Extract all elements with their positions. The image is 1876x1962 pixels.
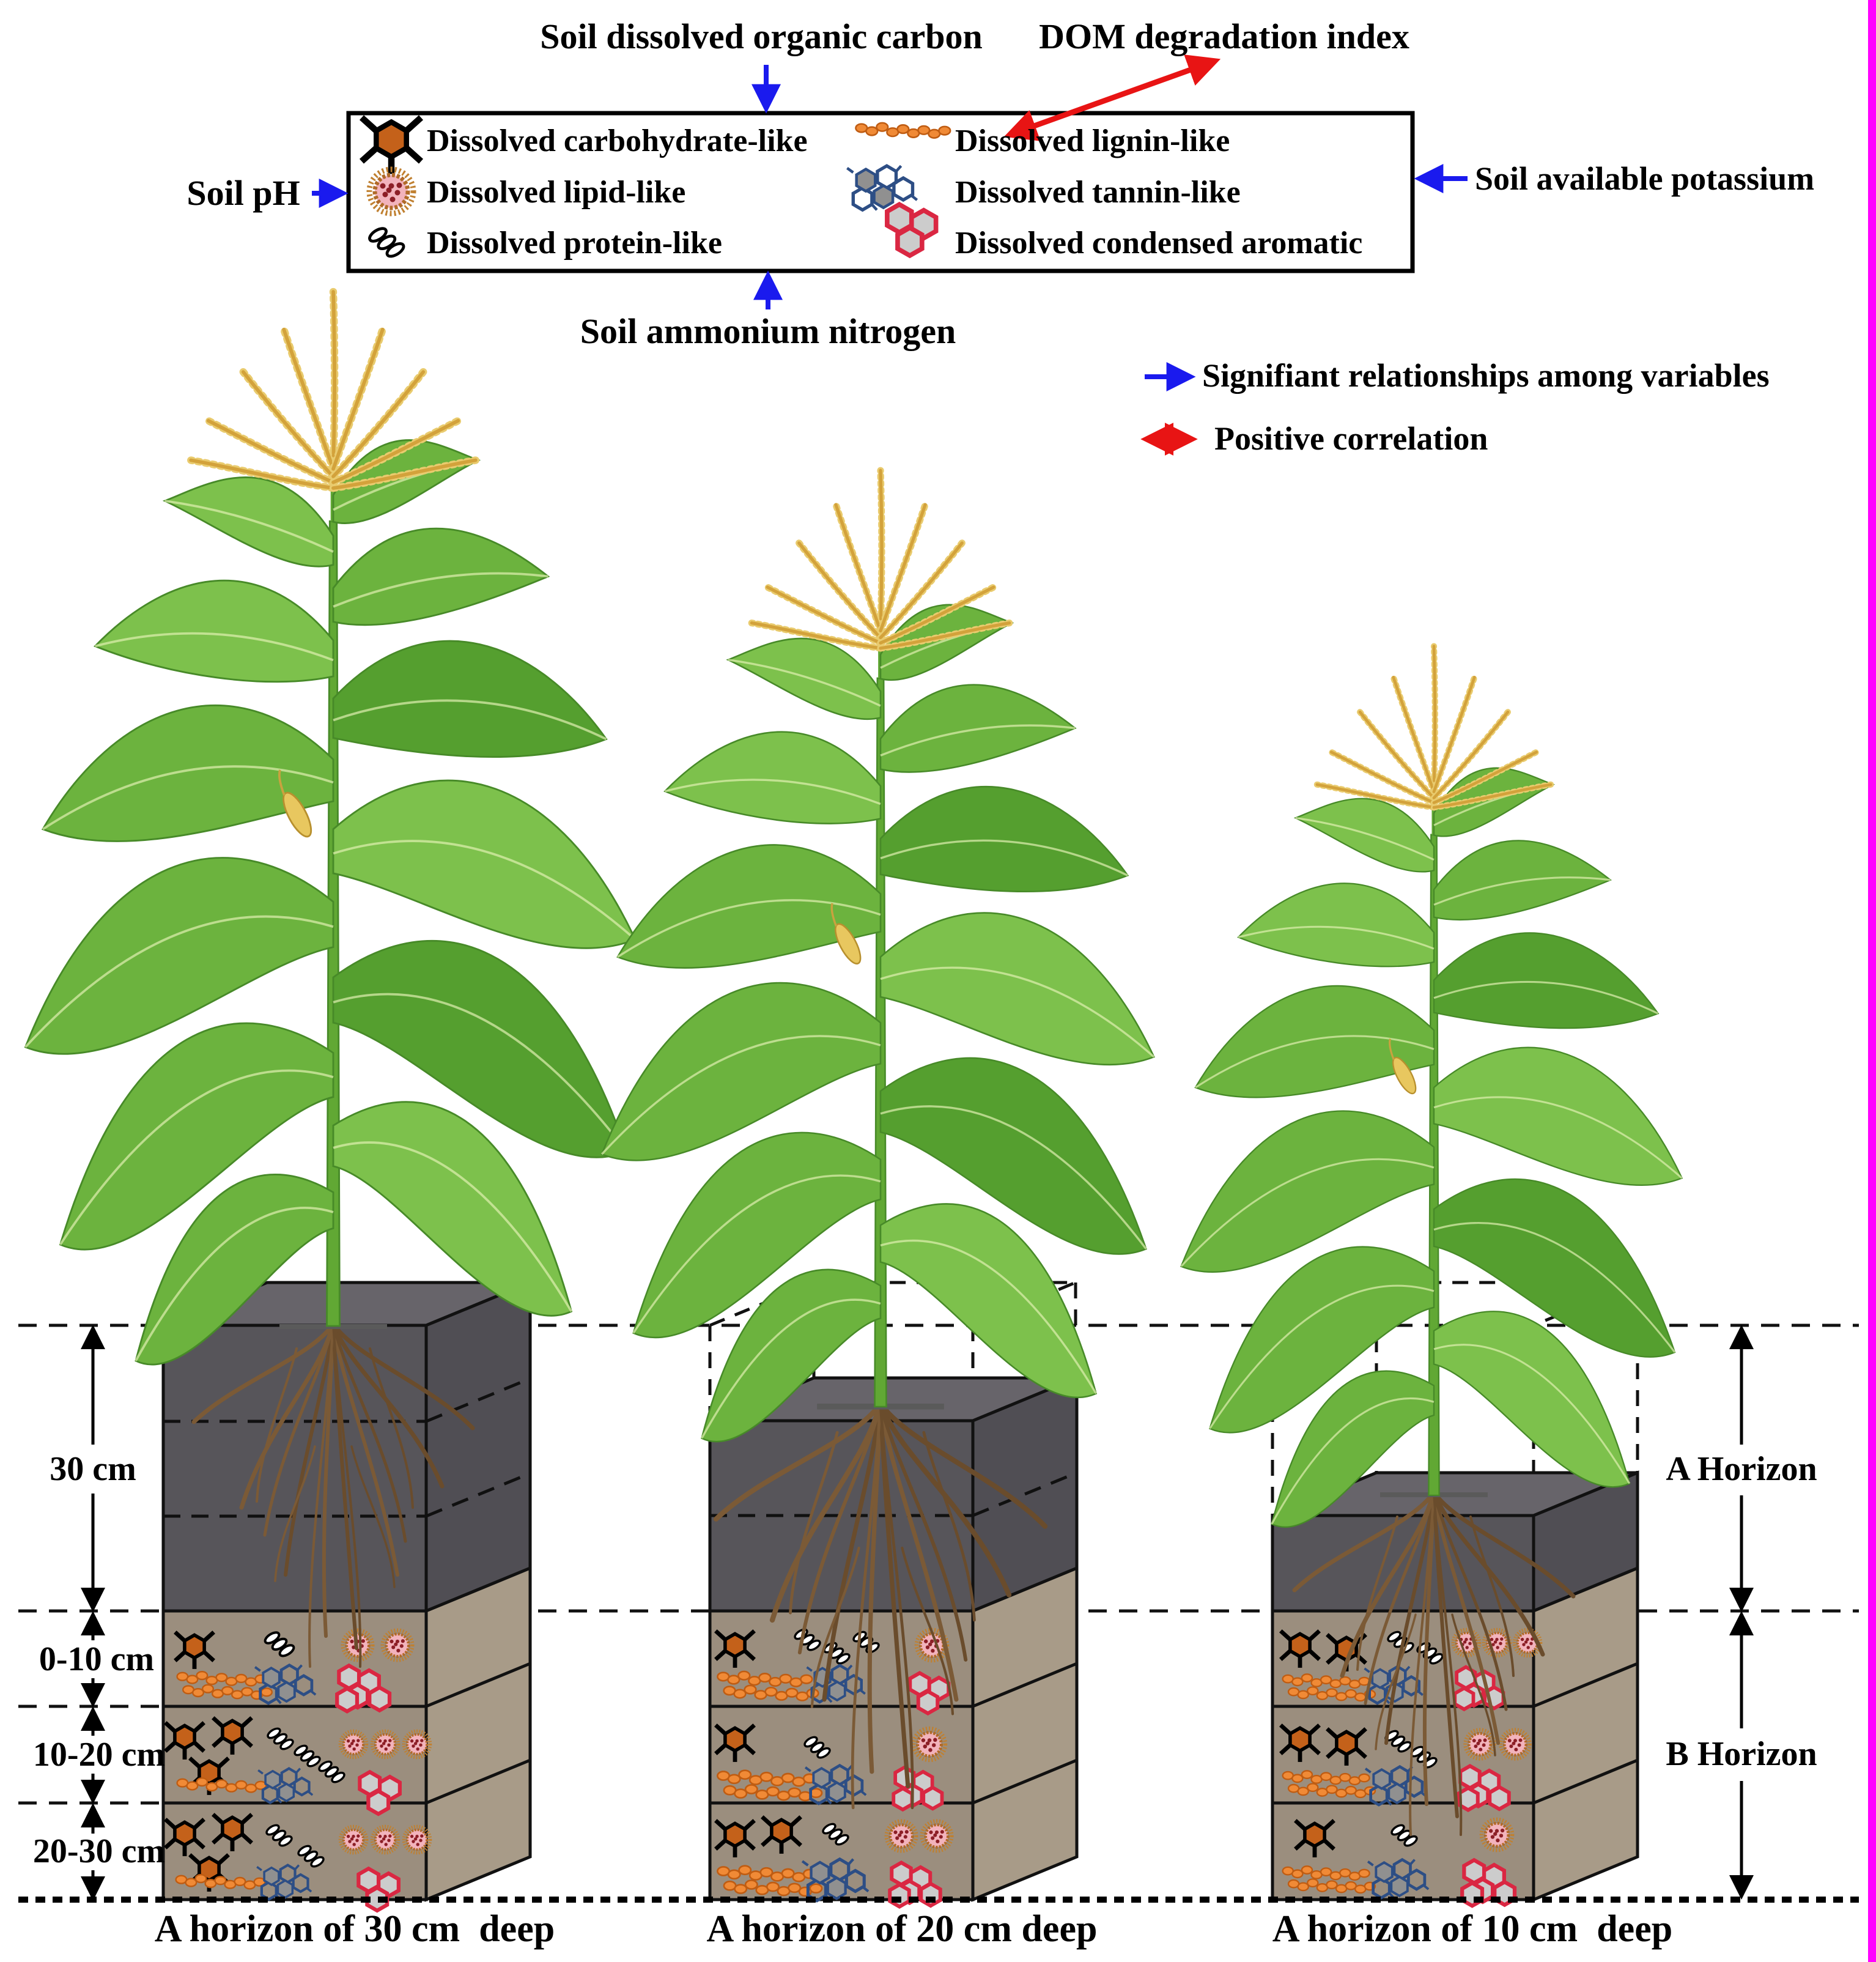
label-soil-dissolved-organic-carbon: Soil dissolved organic carbon (540, 17, 983, 56)
lipid-icon (1482, 1819, 1512, 1850)
lipid-icon (369, 169, 413, 213)
lipid-icon (1465, 1730, 1494, 1759)
legend-item-condensed-aromatic: Dissolved condensed aromatic (955, 226, 1363, 261)
lipid-icon (922, 1821, 952, 1851)
legend-item-tannin: Dissolved tannin-like (955, 175, 1241, 210)
depth-label-20-30cm: 20-30 cm (32, 1832, 166, 1870)
label-a-horizon: A Horizon (1666, 1450, 1817, 1488)
soil-block-left (161, 1280, 532, 1902)
lipid-icon (372, 1826, 398, 1853)
key-significant-relationships: Signifiant relationships among variables (1202, 357, 1770, 394)
legend-item-lipid: Dissolved lipid-like (427, 175, 686, 210)
depth-label-10-20cm: 10-20 cm (32, 1736, 166, 1774)
label-soil-ph: Soil pH (186, 173, 300, 213)
legend-item-lignin: Dissolved lignin-like (955, 124, 1230, 158)
label-soil-available-potassium: Soil available potassium (1475, 160, 1815, 197)
relationship-arrows (312, 54, 1468, 456)
depth-label-30cm: 30 cm (50, 1450, 136, 1488)
caption-10cm-deep: A horizon of 10 cm deep (1272, 1908, 1673, 1950)
maize-plant-right (1181, 646, 1682, 1527)
lipid-icon (404, 1731, 430, 1757)
maize-plant-middle (602, 470, 1154, 1442)
caption-20cm-deep: A horizon of 20 cm deep (706, 1908, 1098, 1950)
lipid-icon (340, 1731, 366, 1757)
maize-plant-left (25, 292, 635, 1364)
page-edge-accent (1868, 0, 1876, 1962)
lipid-icon (1501, 1730, 1530, 1759)
key-positive-correlation: Positive correlation (1214, 420, 1488, 457)
lipid-icon (887, 1821, 917, 1851)
lipid-icon (340, 1826, 366, 1853)
label-dom-degradation-index: DOM degradation index (1039, 17, 1409, 56)
label-b-horizon: B Horizon (1666, 1735, 1817, 1773)
soil-block-right (1271, 1470, 1639, 1902)
lipid-icon (914, 1728, 945, 1760)
lipid-icon (404, 1826, 430, 1853)
depth-label-0-10cm: 0-10 cm (39, 1640, 155, 1678)
legend-item-protein: Dissolved protein-like (427, 226, 722, 261)
legend-item-carbohydrate: Dissolved carbohydrate-like (427, 124, 808, 158)
caption-30cm-deep: A horizon of 30 cm deep (154, 1908, 555, 1950)
label-soil-ammonium-nitrogen: Soil ammonium nitrogen (580, 311, 956, 351)
lipid-icon (372, 1731, 398, 1757)
lipid-icon (383, 1631, 413, 1660)
condensed-aromatic-icon (358, 1868, 399, 1911)
